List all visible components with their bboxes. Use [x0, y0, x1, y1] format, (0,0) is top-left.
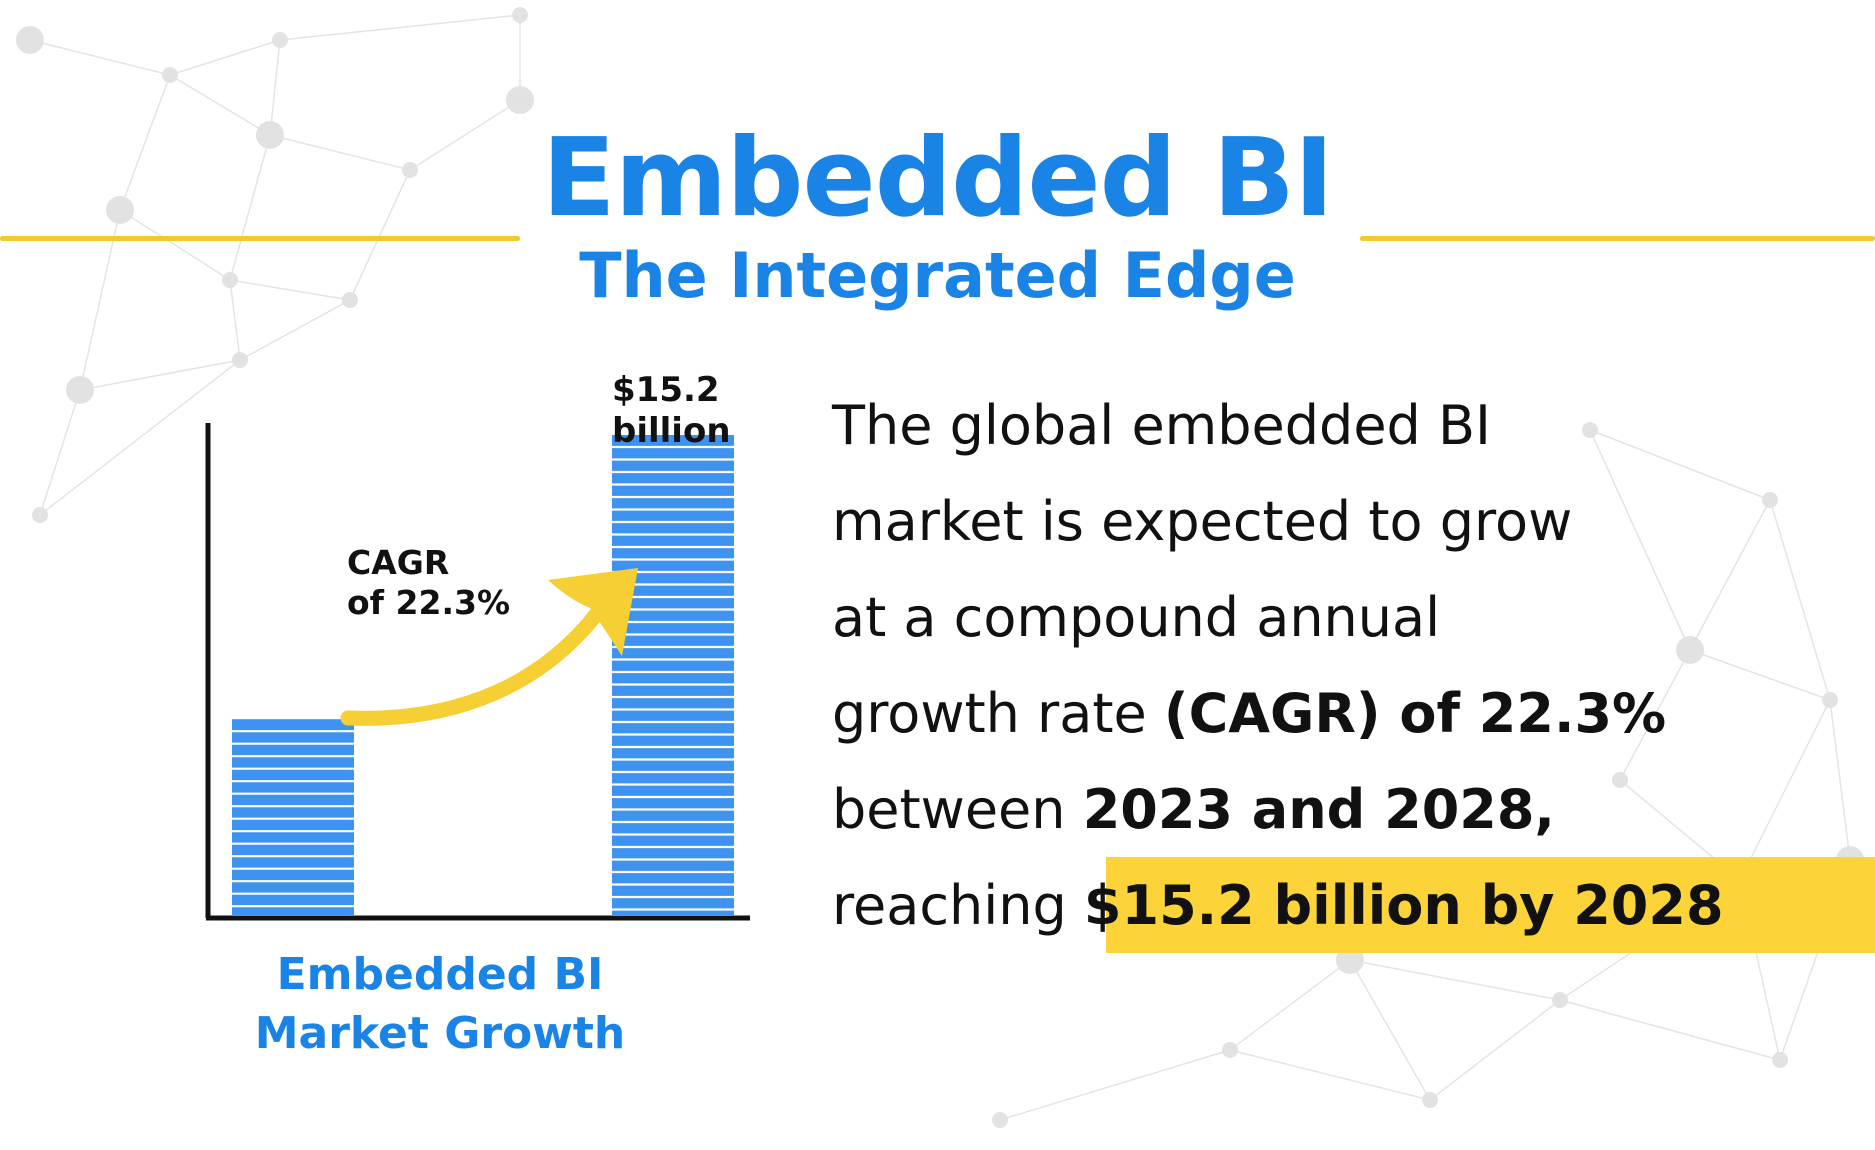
description-line-6: reaching $15.2 billion by 2028 [832, 858, 1832, 954]
network-link [1829, 699, 1851, 861]
bar-value-label: $15.2 billion [612, 370, 772, 452]
description-line-3: at a compound annual [832, 586, 1441, 649]
network-link [269, 134, 411, 171]
network-link [1739, 699, 1831, 881]
network-node [1772, 1052, 1788, 1068]
network-node [992, 1112, 1008, 1128]
description-line-2: market is expected to grow [832, 490, 1573, 553]
network-link [1689, 649, 1831, 701]
network-link [279, 14, 521, 41]
network-link [269, 39, 281, 136]
network-node [162, 67, 178, 83]
network-link [39, 389, 81, 516]
network-node [1336, 946, 1364, 974]
network-link [39, 359, 241, 516]
network-node [106, 196, 134, 224]
network-link [169, 39, 281, 76]
network-node [32, 507, 48, 523]
network-node [512, 7, 528, 23]
network-link [119, 74, 171, 211]
description-text: between [832, 778, 1083, 841]
description-line-5: between 2023 and 2028, [832, 762, 1832, 858]
years-emphasis: 2023 and 2028, [1082, 778, 1555, 841]
network-link [409, 99, 521, 171]
network-link [239, 299, 351, 361]
network-node [272, 32, 288, 48]
page-title: Embedded BI [541, 116, 1334, 241]
network-link [1589, 429, 1771, 501]
chart-x-label: Embedded BI Market Growth [254, 949, 626, 1060]
network-link [79, 359, 241, 391]
network-node [342, 292, 358, 308]
bar-2028 [612, 435, 734, 915]
network-node [256, 121, 284, 149]
network-link [229, 279, 351, 301]
network-node [1222, 1042, 1238, 1058]
network-link [1769, 499, 1831, 701]
network-link [1429, 999, 1561, 1101]
network-link [169, 74, 271, 136]
network-link [1349, 959, 1431, 1101]
network-link [1689, 499, 1771, 651]
bar-fill [232, 719, 354, 915]
network-link [119, 209, 231, 281]
network-node [16, 26, 44, 54]
bar-fill [612, 435, 734, 915]
cagr-annotation-line2: of 22.3% [347, 582, 511, 622]
bar-2023 [232, 719, 354, 915]
market-growth-chart: $15.2 billion CAGR of 22.3% Embedded BI … [160, 360, 780, 1080]
network-link [1589, 429, 1691, 651]
network-node [1676, 636, 1704, 664]
network-node [1762, 492, 1778, 508]
chart-plot [205, 423, 750, 921]
network-node [232, 352, 248, 368]
network-link [999, 1049, 1231, 1121]
cagr-emphasis: (CAGR) of 22.3% [1163, 682, 1667, 745]
highlight-band [1106, 857, 1875, 953]
network-link [229, 134, 271, 281]
network-node [66, 376, 94, 404]
growth-arrow-head [548, 568, 638, 656]
network-node [222, 272, 238, 288]
network-link [1559, 999, 1781, 1061]
title-rule-right [1360, 236, 1875, 241]
network-node [1552, 992, 1568, 1008]
cagr-annotation: CAGR of 22.3% [347, 543, 547, 622]
network-link [229, 279, 241, 361]
network-link [1229, 1049, 1431, 1101]
description-line-4: growth rate (CAGR) of 22.3% [832, 666, 1832, 762]
bar-value-unit: billion [612, 410, 731, 451]
network-link [1619, 649, 1691, 781]
network-link [1229, 959, 1351, 1051]
network-node [402, 162, 418, 178]
bar-value-amount: $15.2 [612, 370, 720, 410]
description-paragraph: The global embedded BI market is expecte… [832, 378, 1832, 954]
network-link [29, 39, 171, 76]
network-link [1349, 959, 1561, 1001]
description-line-1: The global embedded BI [832, 394, 1491, 457]
title-rule-left [0, 236, 520, 241]
cagr-annotation-line1: CAGR [347, 543, 450, 582]
network-node [1422, 1092, 1438, 1108]
growth-arrow [340, 580, 623, 726]
page-subtitle: The Integrated Edge [579, 239, 1296, 312]
network-link [349, 169, 411, 301]
network-node [506, 86, 534, 114]
forecast-emphasis: $15.2 billion by 2028 [1083, 874, 1724, 937]
network-node [1582, 422, 1598, 438]
description-text: growth rate [832, 682, 1164, 745]
description-text: reaching [832, 874, 1084, 937]
network-node [1822, 692, 1838, 708]
network-node [1612, 772, 1628, 788]
